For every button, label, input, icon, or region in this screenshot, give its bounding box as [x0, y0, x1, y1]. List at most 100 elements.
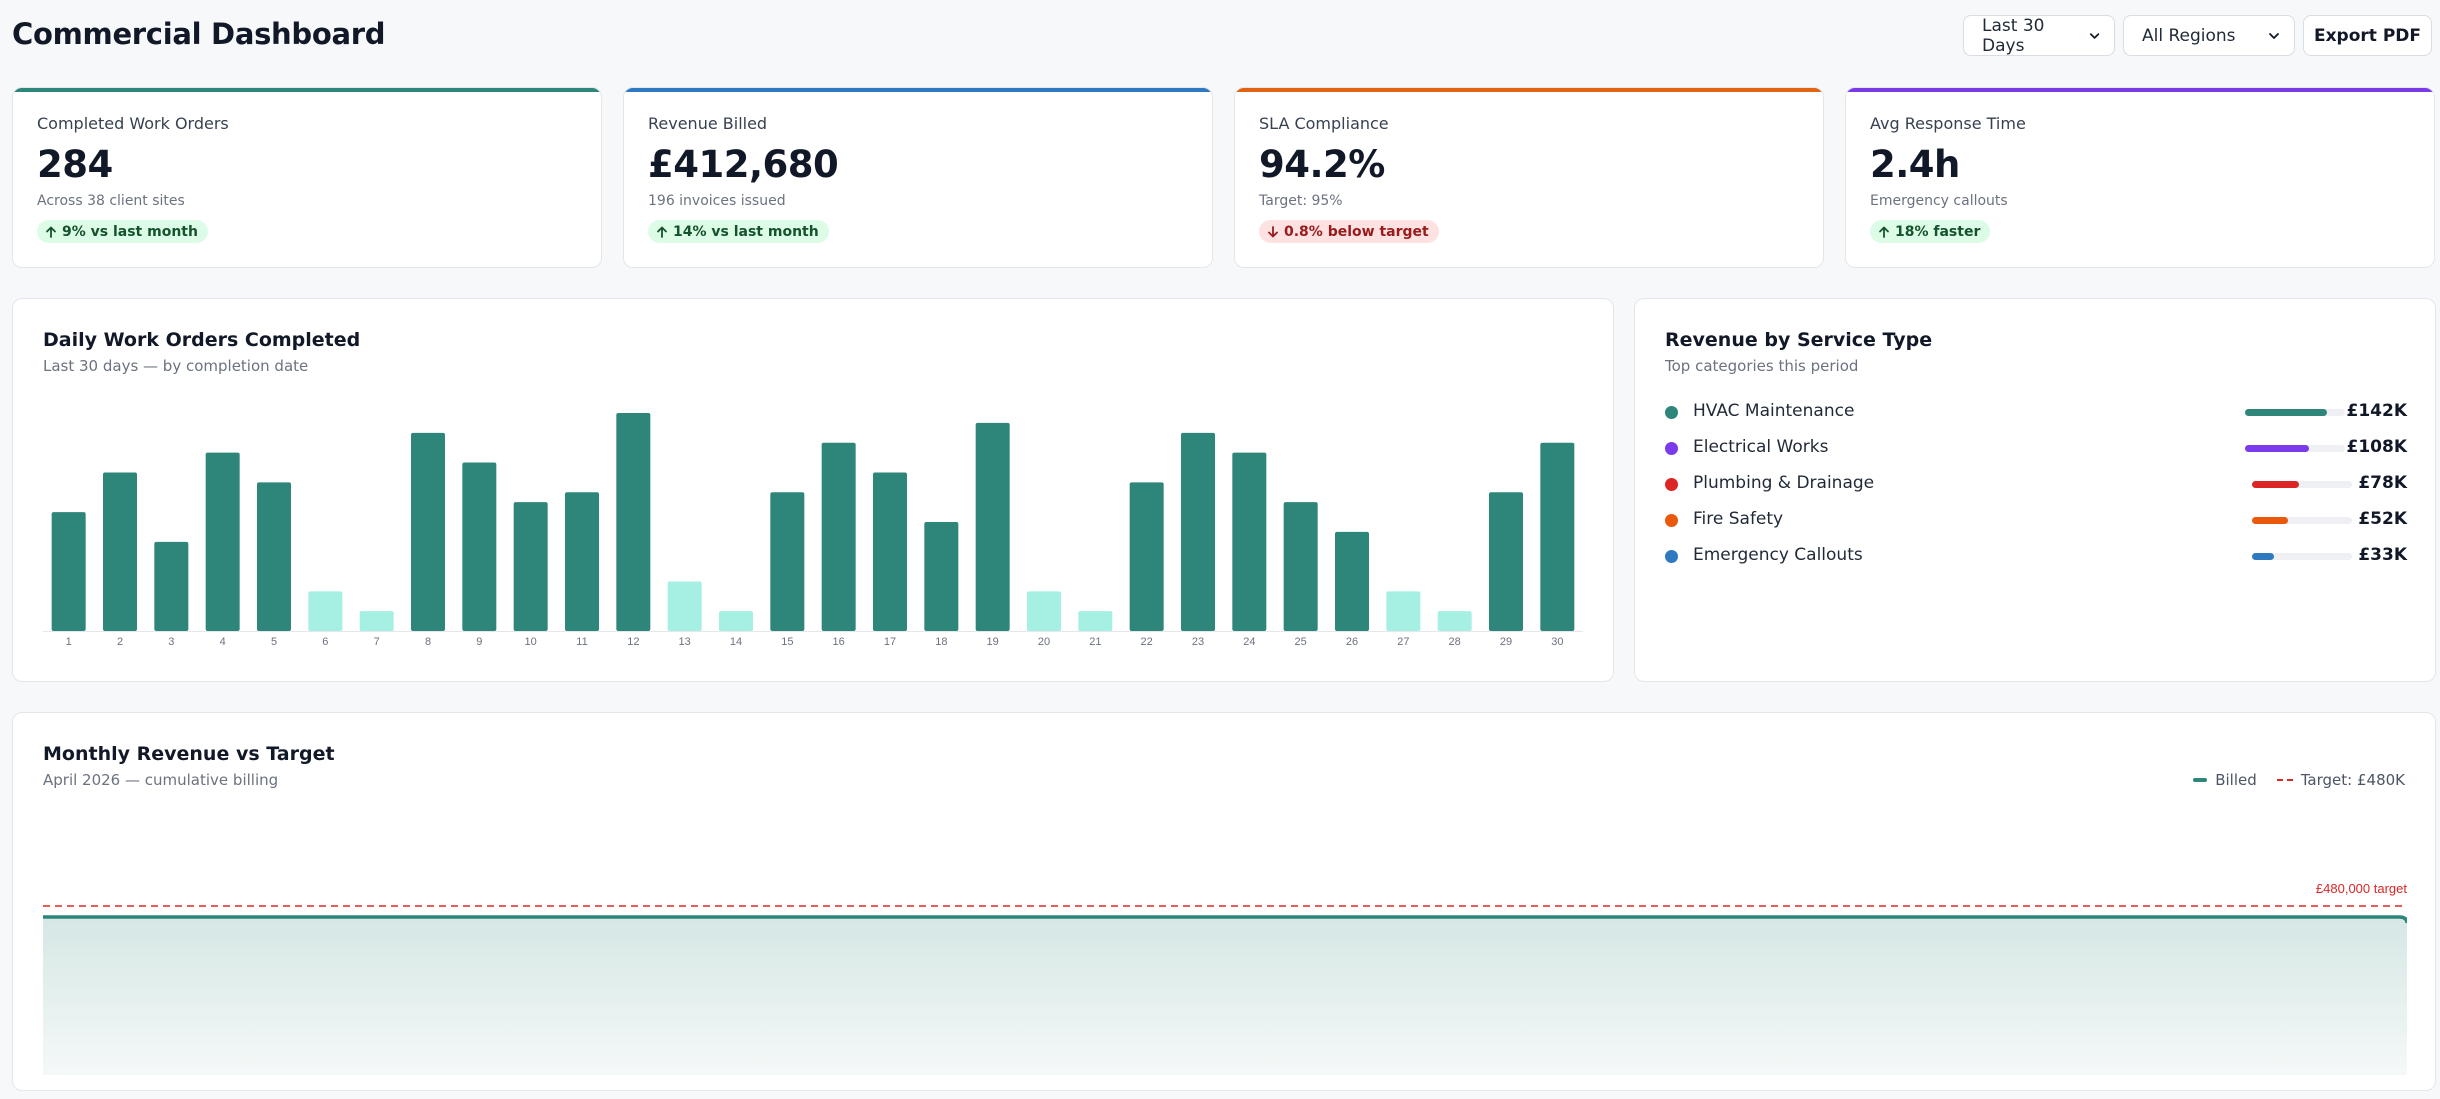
- region-select-value: All Regions: [2142, 25, 2236, 46]
- x-tick-label: 18: [935, 636, 947, 648]
- kpi-accent-bar: [1846, 88, 2434, 92]
- service-name: Plumbing & Drainage: [1693, 473, 1875, 493]
- trend-badge-text: 9% vs last month: [62, 223, 198, 240]
- bar-day-27: [1386, 591, 1421, 631]
- x-tick-label: 5: [271, 636, 277, 648]
- bar-day-24: [1232, 452, 1267, 631]
- legend-swatch-solid: [2193, 778, 2208, 782]
- card-title: Daily Work Orders Completed: [43, 329, 361, 351]
- kpi-subtext: Target: 95%: [1259, 193, 1343, 209]
- x-tick-label: 26: [1346, 636, 1358, 648]
- x-tick-label: 13: [679, 636, 691, 648]
- service-row: HVAC Maintenance £142K: [1665, 399, 2407, 425]
- service-value: £142K: [2346, 401, 2408, 421]
- kpi-label: Completed Work Orders: [37, 114, 229, 133]
- series-dot: [1665, 442, 1678, 455]
- legend-label: Target: £480K: [2300, 771, 2405, 789]
- service-value: £108K: [2346, 437, 2408, 457]
- series-dot: [1665, 550, 1678, 563]
- billed-line: [43, 915, 2407, 924]
- bar-day-8: [411, 432, 445, 631]
- x-tick-label: 7: [374, 636, 380, 648]
- trend-badge-text: 18% faster: [1895, 223, 1981, 240]
- bar-day-15: [770, 492, 805, 631]
- daily-bar-chart: 1 2 3 4 5 6 7 8 9 10 11 12 13 14 15 16 17 18 19 20 21 22 23 24 2…: [43, 413, 1583, 648]
- card-title: Revenue by Service Type: [1665, 329, 1933, 351]
- service-name: Electrical Works: [1693, 437, 1829, 457]
- kpi-card-revenue: Revenue Billed £412,680 196 invoices iss…: [623, 87, 1213, 268]
- bar-day-28: [1437, 611, 1472, 631]
- x-tick-label: 23: [1192, 636, 1204, 648]
- x-tick-label: 20: [1038, 636, 1050, 648]
- card-subtitle: April 2026 — cumulative billing: [43, 771, 279, 789]
- x-tick-label: 27: [1397, 636, 1409, 648]
- kpi-card-work-orders: Completed Work Orders 284 Across 38 clie…: [12, 87, 602, 268]
- service-row: Electrical Works £108K: [1665, 435, 2407, 461]
- service-name: Fire Safety: [1693, 509, 1784, 529]
- region-select[interactable]: All Regions: [2123, 15, 2295, 56]
- bar-day-5: [257, 482, 291, 631]
- card-title: Monthly Revenue vs Target: [43, 743, 335, 765]
- bar-day-30: [1540, 442, 1575, 631]
- bar-day-26: [1335, 531, 1369, 631]
- service-value: £52K: [2358, 509, 2407, 529]
- x-tick-label: 12: [627, 636, 639, 648]
- bar-day-19: [975, 422, 1010, 631]
- x-tick-label: 16: [833, 636, 845, 648]
- export-pdf-button[interactable]: Export PDF: [2303, 15, 2432, 56]
- target-label: £480,000 target: [2316, 881, 2407, 896]
- kpi-accent-bar: [1235, 88, 1823, 92]
- service-row: Fire Safety £52K: [1665, 507, 2407, 533]
- period-select-value: Last 30 Days: [1982, 15, 2045, 56]
- header-controls: Last 30 Days All Regions Export PDF: [1963, 15, 2432, 56]
- service-progress-fill: [2245, 409, 2327, 416]
- trend-badge: 9% vs last month: [37, 220, 208, 243]
- service-row: Plumbing & Drainage £78K: [1665, 471, 2407, 497]
- bar-day-20: [1027, 591, 1061, 631]
- legend-item-target: Target: £480K: [2276, 771, 2405, 789]
- kpi-label: SLA Compliance: [1259, 114, 1389, 133]
- service-progress-track: [2252, 553, 2352, 560]
- x-tick-label: 6: [322, 636, 328, 648]
- x-tick-label: 28: [1449, 636, 1461, 648]
- card-subtitle: Last 30 days — by completion date: [43, 357, 309, 375]
- service-progress-track: [2245, 445, 2345, 452]
- service-row: Emergency Callouts £33K: [1665, 543, 2407, 569]
- bar-day-18: [924, 522, 959, 631]
- bar-day-10: [513, 502, 548, 631]
- x-tick-label: 14: [730, 636, 742, 648]
- service-progress-fill: [2245, 445, 2309, 452]
- bar-day-13: [667, 581, 702, 631]
- x-tick-label: 10: [525, 636, 537, 648]
- page-title: Commercial Dashboard: [12, 17, 386, 51]
- bar-day-1: [51, 512, 86, 631]
- revenue-area-chart: £480,000 target: [43, 881, 2407, 1075]
- service-value: £33K: [2358, 545, 2407, 565]
- kpi-value: 94.2%: [1259, 143, 1385, 186]
- header: Commercial Dashboard Last 30 Days All Re…: [12, 0, 2432, 70]
- bar-day-3: [154, 541, 189, 631]
- kpi-label: Avg Response Time: [1870, 114, 2026, 133]
- bar-day-22: [1129, 482, 1164, 631]
- bar-day-17: [873, 472, 907, 631]
- kpi-value: 284: [37, 143, 113, 186]
- x-tick-label: 2: [117, 636, 123, 648]
- legend-item-billed: Billed: [2193, 771, 2257, 789]
- series-dot: [1665, 514, 1678, 527]
- x-tick-label: 8: [425, 636, 431, 648]
- bar-day-7: [359, 611, 394, 631]
- bar-day-16: [821, 442, 856, 631]
- service-name: Emergency Callouts: [1693, 545, 1863, 565]
- trend-badge: 14% vs last month: [648, 220, 829, 243]
- x-tick-label: 11: [576, 636, 587, 648]
- bar-day-2: [103, 472, 137, 631]
- daily-work-orders-card: Daily Work Orders Completed Last 30 days…: [12, 298, 1614, 682]
- kpi-accent-bar: [13, 88, 601, 92]
- service-progress-fill: [2252, 517, 2288, 524]
- trend-badge: 18% faster: [1870, 220, 1991, 243]
- bar-day-14: [719, 611, 753, 631]
- service-progress-track: [2252, 517, 2352, 524]
- period-select[interactable]: Last 30 Days: [1963, 15, 2115, 56]
- x-tick-label: 4: [220, 636, 226, 648]
- x-tick-label: 15: [781, 636, 793, 648]
